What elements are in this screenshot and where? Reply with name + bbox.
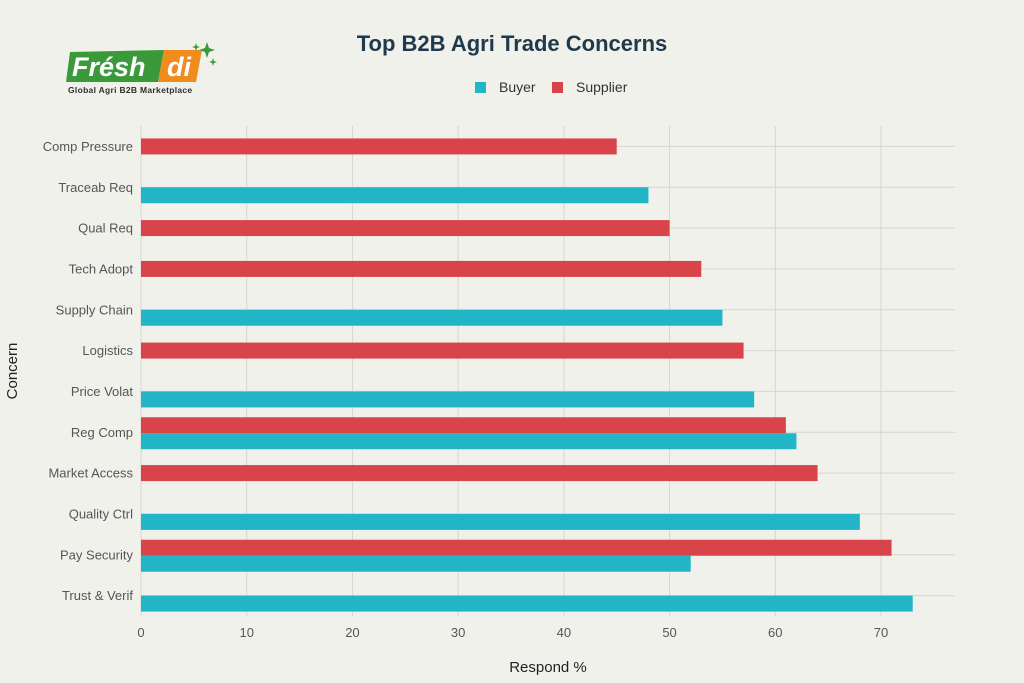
logo-brand-accent: di	[167, 52, 191, 82]
x-tick-label: 60	[768, 625, 782, 640]
y-tick-label: Price Volat	[71, 384, 134, 399]
y-tick-label: Qual Req	[78, 221, 133, 236]
chart-legend: Buyer Supplier	[475, 79, 628, 95]
bar-buyer-quality-ctrl	[141, 513, 860, 530]
y-tick-label: Traceab Req	[58, 180, 133, 195]
bar-supplier-logistics	[141, 342, 744, 359]
legend-swatch-buyer	[475, 82, 486, 93]
x-tick-labels: 0 10 20 30 40 50 60 70	[137, 625, 888, 640]
y-tick-label: Pay Security	[60, 547, 133, 562]
logo-tagline: Global Agri B2B Marketplace	[68, 85, 193, 95]
bar-buyer-reg-comp	[141, 433, 797, 450]
bars	[141, 138, 913, 612]
legend-swatch-supplier	[552, 82, 563, 93]
y-axis-label: Concern	[4, 343, 21, 400]
legend-label-supplier: Supplier	[576, 79, 628, 95]
bar-buyer-price-volat	[141, 391, 755, 408]
x-tick-label: 20	[345, 625, 359, 640]
bar-supplier-reg-comp	[141, 417, 786, 434]
bar-supplier-qual-req	[141, 220, 670, 237]
freshdi-logo: Frésh di Global Agri B2B Marketplace	[66, 40, 226, 100]
y-tick-label: Quality Ctrl	[69, 506, 133, 521]
bar-supplier-comp-pressure	[141, 138, 617, 155]
logo-green-shape	[66, 50, 164, 82]
y-tick-label: Logistics	[82, 343, 133, 358]
bar-buyer-supply-chain	[141, 309, 723, 326]
bar-buyer-traceab-req	[141, 187, 649, 204]
freshdi-logo-mark: Frésh di	[66, 42, 217, 82]
x-tick-label: 0	[137, 625, 144, 640]
y-tick-label: Comp Pressure	[43, 139, 133, 154]
y-tick-label: Supply Chain	[56, 302, 133, 317]
y-tick-label: Reg Comp	[71, 425, 133, 440]
y-tick-label: Tech Adopt	[69, 261, 134, 276]
bar-supplier-market-access	[141, 465, 818, 482]
x-tick-label: 50	[662, 625, 676, 640]
sparkle-small-icon	[209, 58, 217, 66]
sparkle-icon	[199, 42, 215, 58]
y-tick-labels: Comp Pressure Traceab Req Qual Req Tech Ado…	[43, 139, 134, 603]
sparkle-small-icon	[192, 43, 200, 51]
x-tick-label: 30	[451, 625, 465, 640]
y-tick-label: Trust & Verif	[62, 588, 133, 603]
bar-supplier-pay-security	[141, 539, 892, 556]
bar-supplier-tech-adopt	[141, 260, 702, 277]
x-tick-label: 10	[239, 625, 253, 640]
y-tick-label: Market Access	[48, 466, 133, 481]
logo-brand-main: Frésh	[72, 52, 146, 82]
x-tick-label: 70	[874, 625, 888, 640]
legend-label-buyer: Buyer	[499, 79, 536, 95]
bar-buyer-trust-verif	[141, 595, 913, 612]
x-axis-label: Respond %	[509, 659, 587, 676]
chart-title: Top B2B Agri Trade Concerns	[357, 31, 668, 56]
logo-orange-shape	[158, 50, 202, 82]
x-tick-label: 40	[557, 625, 571, 640]
bar-buyer-pay-security	[141, 555, 691, 572]
